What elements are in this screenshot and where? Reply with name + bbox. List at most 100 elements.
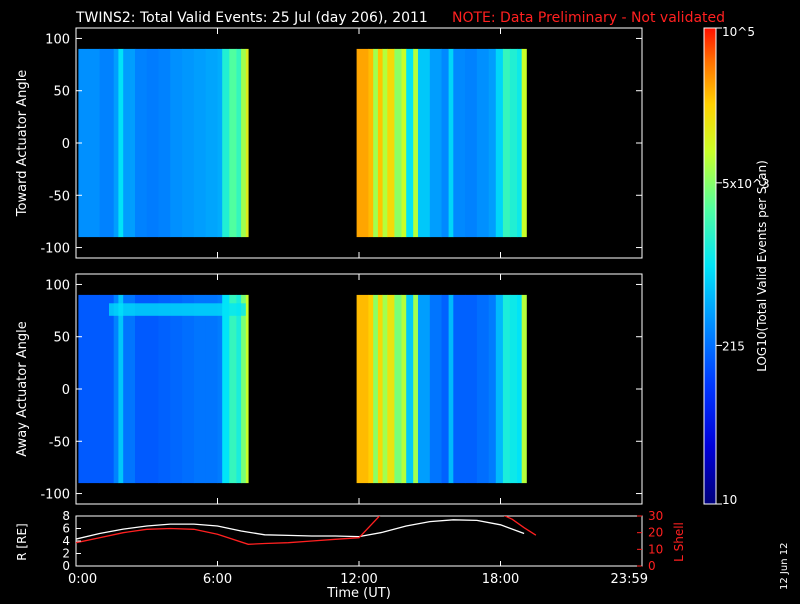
heatmap-column — [123, 294, 136, 484]
heatmap-column — [241, 48, 247, 238]
heatmap-column — [488, 294, 497, 484]
y-tick-label: -100 — [40, 488, 70, 503]
heatmap-column — [387, 294, 395, 484]
time-tick-label: 18:00 — [482, 572, 519, 587]
heatmap-column — [87, 48, 100, 238]
heatmap-column — [476, 294, 490, 484]
heatmap-column — [245, 294, 249, 484]
heatmap-column — [429, 48, 442, 238]
toward-x-ticks — [217, 28, 501, 258]
heatmap-column — [382, 294, 388, 484]
radius-tick-label: 8 — [62, 509, 70, 523]
heatmap-column — [517, 294, 523, 484]
y-tick-label: 0 — [62, 137, 70, 152]
heatmap-column — [217, 48, 223, 238]
lshell-tick-label: 20 — [648, 526, 663, 540]
heatmap-column — [521, 48, 527, 238]
heatmap-column — [377, 48, 383, 238]
heatmap-column — [509, 294, 518, 484]
heatmap-column — [453, 294, 466, 484]
heatmap-column — [118, 48, 124, 238]
y-tick-label: -50 — [49, 435, 70, 450]
heatmap-column — [236, 294, 242, 484]
time-tick-label: 6:00 — [203, 572, 232, 587]
heatmap-column — [406, 294, 414, 484]
colorbar-label: LOG10(Total Valid Events per Scan) — [755, 160, 769, 372]
heatmap-column — [356, 294, 369, 484]
heatmap-column — [236, 48, 242, 238]
heatmap-column — [193, 48, 207, 238]
heatmap-column — [222, 48, 230, 238]
radius-tick-label: 6 — [62, 522, 70, 536]
heatmap-column — [170, 294, 183, 484]
heatmap-column — [495, 48, 504, 238]
heatmap-column — [356, 48, 369, 238]
heatmap-column — [87, 294, 100, 484]
heatmap-column — [502, 294, 511, 484]
colorbar-tick-label: 10^5 — [722, 25, 755, 39]
heatmap-column — [113, 48, 119, 238]
y-tick-label: 100 — [45, 32, 70, 47]
heatmap-column — [521, 294, 527, 484]
away-y-label: Away Actuator Angle — [15, 321, 30, 456]
heatmap-column — [509, 48, 518, 238]
heatmap-column — [245, 48, 249, 238]
heatmap-column — [182, 294, 195, 484]
time-tick-label: 12:00 — [340, 572, 377, 587]
heatmap-column — [394, 48, 402, 238]
heatmap-column — [448, 48, 454, 238]
heatmap-column — [158, 294, 171, 484]
heatmap-column — [377, 294, 383, 484]
heatmap-column — [113, 294, 119, 484]
heatmap-column — [146, 48, 159, 238]
orbit-lines — [76, 516, 537, 545]
preliminary-note: NOTE: Data Preliminary - Not validated — [452, 10, 725, 26]
lshell-line — [76, 516, 537, 545]
heatmap-column — [495, 294, 504, 484]
heatmap-column — [448, 294, 454, 484]
heatmap-column — [373, 294, 379, 484]
radius-line — [76, 519, 525, 540]
lshell-axis-label: L Shell — [672, 522, 686, 562]
heatmap-column — [99, 294, 115, 484]
heatmap-column — [368, 48, 374, 238]
heatmap-column — [123, 48, 136, 238]
time-tick-label: 0:00 — [68, 572, 97, 587]
heatmap-column — [453, 48, 466, 238]
radius-tick-label: 4 — [62, 534, 70, 548]
toward-panel: 100 50 0 -50 -100 Toward Actuator Angle — [15, 27, 643, 259]
heatmap-column — [476, 48, 490, 238]
away-heatmap — [78, 294, 527, 484]
time-tick-label: 23:59 — [611, 572, 648, 587]
y-tick-label: 50 — [53, 331, 70, 346]
lshell-tick-label: 30 — [648, 509, 663, 523]
heatmap-column — [217, 294, 223, 484]
colorbar-ticks: 10 215 5x10^3 10^5 — [716, 25, 770, 507]
heatmap-column — [502, 48, 511, 238]
heatmap-column — [229, 294, 237, 484]
heatmap-column — [205, 48, 218, 238]
colorbar-tick-label: 215 — [722, 339, 745, 353]
heatmap-column — [78, 294, 89, 484]
heatmap-band — [109, 303, 246, 316]
heatmap-column — [401, 48, 407, 238]
heatmap-column — [413, 48, 419, 238]
heatmap-column — [205, 294, 218, 484]
heatmap-column — [413, 294, 419, 484]
heatmap-column — [465, 294, 478, 484]
heatmap-column — [78, 48, 89, 238]
colorbar: 10 215 5x10^3 10^5 LOG10(Total Valid Events… — [703, 25, 770, 507]
time-axis-label: Time (UT) — [326, 586, 391, 600]
lshell-tick-label: 10 — [648, 542, 663, 556]
heatmap-column — [222, 294, 230, 484]
heatmap-column — [488, 48, 497, 238]
heatmap-column — [158, 48, 171, 238]
heatmap-column — [182, 48, 195, 238]
y-tick-label: -50 — [49, 189, 70, 204]
heatmap-column — [135, 48, 148, 238]
radius-tick-label: 2 — [62, 547, 70, 561]
y-tick-label: 0 — [62, 383, 70, 398]
